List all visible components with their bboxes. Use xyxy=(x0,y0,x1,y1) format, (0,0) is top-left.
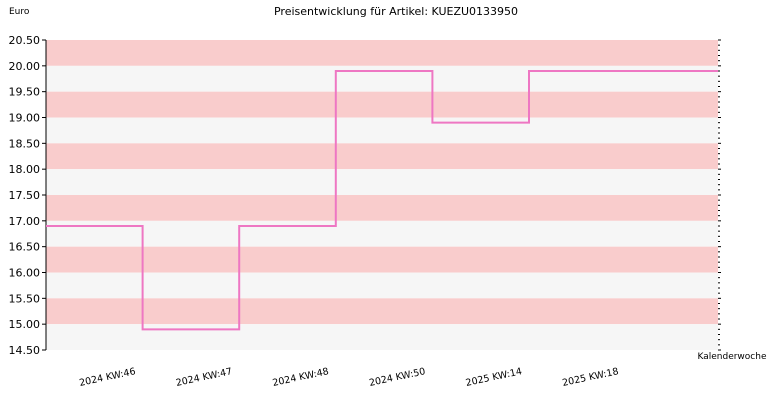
x-tick-label: 2024 KW:47 xyxy=(175,366,233,389)
grid-band xyxy=(46,91,718,118)
y-tick-label: 19.50 xyxy=(9,86,41,99)
y-tick-label: 19.00 xyxy=(9,112,41,125)
y-tick-label: 17.50 xyxy=(9,189,41,202)
y-tick-label: 14.50 xyxy=(9,344,41,357)
grid-band xyxy=(46,169,718,195)
x-tick-label: 2024 KW:46 xyxy=(78,366,136,389)
y-tick-label: 16.50 xyxy=(9,241,41,254)
y-axis-ticks: 14.50 15.00 15.50 16.00 16.50 17.00 17.50 18.00… xyxy=(9,34,46,357)
background-bands xyxy=(46,40,718,350)
grid-band xyxy=(46,117,718,144)
grid-band xyxy=(46,143,718,170)
grid-band xyxy=(46,195,718,221)
right-axis-ticks xyxy=(718,39,721,351)
grid-band xyxy=(46,324,718,350)
grid-band xyxy=(46,40,718,66)
grid-band xyxy=(46,220,718,247)
grid-band xyxy=(46,298,718,325)
x-axis-label: Kalenderwoche xyxy=(697,352,766,362)
x-tick-label: 2025 KW:14 xyxy=(465,366,523,389)
y-tick-label: 20.50 xyxy=(9,34,41,47)
chart-title: Preisentwicklung für Artikel: KUEZU01339… xyxy=(274,5,518,18)
x-axis-ticks: 2024 KW:46 2024 KW:47 2024 KW:48 2024 KW:50… xyxy=(78,366,619,389)
x-tick-label: 2024 KW:48 xyxy=(272,366,330,389)
y-tick-label: 18.50 xyxy=(9,137,41,150)
y-tick-label: 18.00 xyxy=(9,163,41,176)
grid-band xyxy=(46,65,718,92)
y-axis-label: Euro xyxy=(9,7,30,17)
grid-band xyxy=(46,272,718,299)
y-tick-label: 20.00 xyxy=(9,60,41,73)
y-tick-label: 16.00 xyxy=(9,267,41,280)
y-tick-label: 15.50 xyxy=(9,292,41,305)
x-tick-label: 2024 KW:50 xyxy=(368,366,426,389)
y-tick-label: 15.00 xyxy=(9,318,41,331)
grid-band xyxy=(46,246,718,273)
x-tick-label: 2025 KW:18 xyxy=(561,366,619,389)
y-tick-label: 17.00 xyxy=(9,215,41,228)
price-series-line xyxy=(46,70,718,331)
